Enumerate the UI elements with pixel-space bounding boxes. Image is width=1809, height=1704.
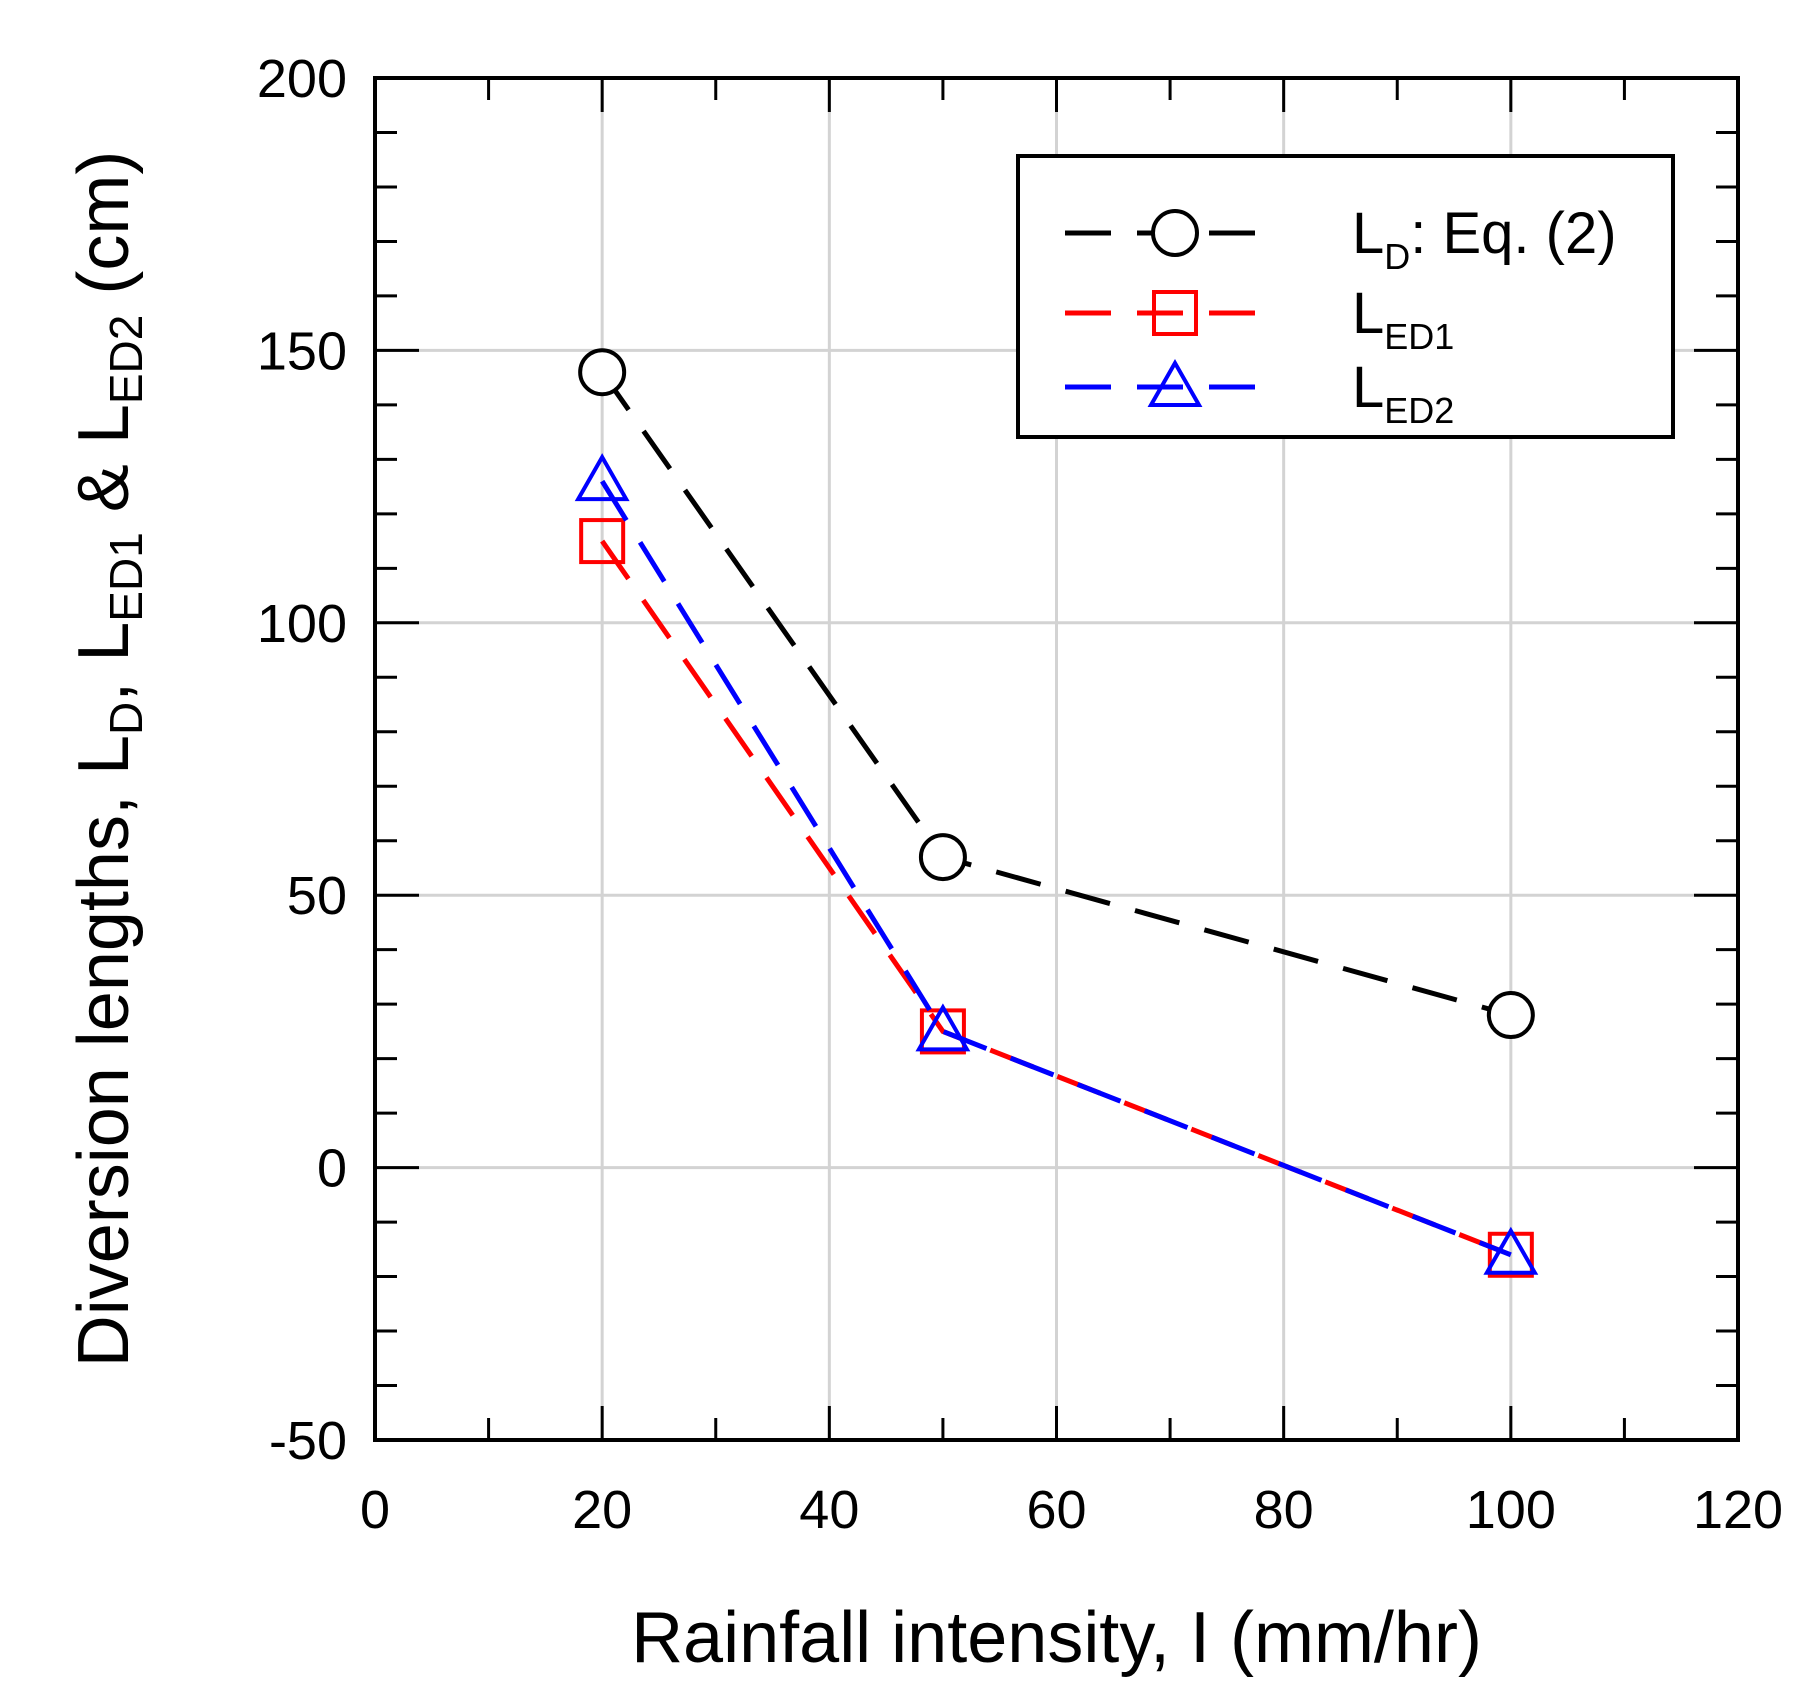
data-point-triangle — [1483, 1226, 1539, 1275]
x-tick-label: 120 — [1693, 1480, 1783, 1540]
y-axis-title-part: & L — [64, 404, 144, 532]
series-line — [600, 539, 1512, 1258]
y-tick-label: 200 — [257, 49, 347, 109]
series-triangle — [574, 453, 1539, 1275]
data-point-square — [579, 518, 626, 565]
legend-label: LED1 — [1352, 281, 1454, 357]
x-tick-label: 80 — [1254, 1480, 1314, 1540]
y-axis-title-part: , L — [64, 622, 144, 702]
y-tick-label: 50 — [287, 866, 347, 926]
data-point-circle — [918, 833, 967, 882]
data-point-triangle — [915, 1003, 971, 1052]
x-tick-label: 0 — [360, 1480, 390, 1540]
y-axis-title-subscript: ED2 — [100, 315, 152, 404]
x-tick-label: 40 — [799, 1480, 859, 1540]
series-circle — [578, 348, 1535, 1040]
axis-ticks — [373, 76, 1740, 1442]
y-axis-title-part: (cm) — [64, 151, 144, 315]
plot-series — [574, 348, 1539, 1278]
x-tick-label: 20 — [572, 1480, 632, 1540]
x-tick-label: 100 — [1466, 1480, 1556, 1540]
x-tick-label: 60 — [1026, 1480, 1086, 1540]
y-tick-label: 100 — [257, 594, 347, 654]
data-point-triangle — [574, 453, 630, 502]
y-tick-label: 0 — [317, 1139, 347, 1199]
y-axis-title-subscript: ED1 — [100, 532, 152, 621]
x-axis-title: Rainfall intensity, I (mm/hr) — [631, 1598, 1482, 1678]
legend-box — [1016, 154, 1675, 439]
y-axis-title-subscript: D — [100, 702, 152, 735]
y-tick-label: 150 — [257, 321, 347, 381]
legend-marker-triangle — [1147, 358, 1203, 407]
y-tick-label: -50 — [269, 1411, 347, 1471]
legend-label: LD: Eq. (2) — [1352, 201, 1617, 277]
legend-marker-square — [1152, 290, 1198, 336]
data-point-circle — [578, 348, 627, 397]
legend-marker-circle — [1151, 209, 1199, 257]
y-axis-title-part: Diversion lengths, L — [64, 735, 144, 1367]
data-point-circle — [1486, 991, 1535, 1040]
legend-label: LED2 — [1352, 355, 1454, 431]
y-axis-title: Diversion lengths, LD, LED1 & LED2 (cm) — [64, 151, 152, 1368]
